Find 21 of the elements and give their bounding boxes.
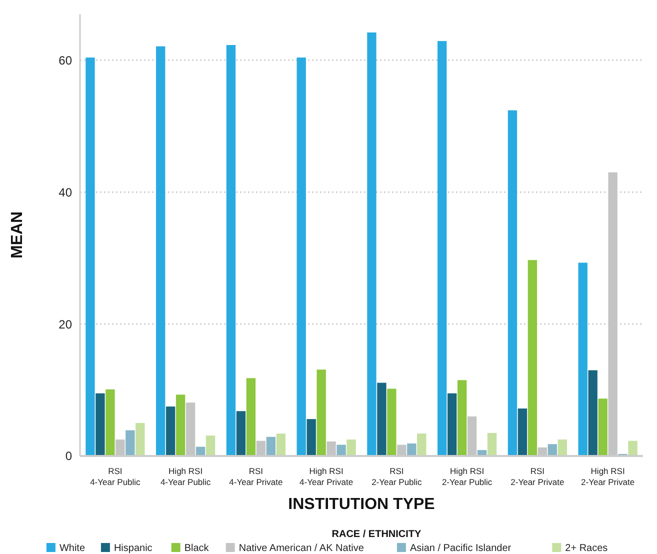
legend-label: Native American / AK Native [238,543,364,554]
legend-label: Black [184,543,210,554]
x-axis-title: INSTITUTION TYPE [288,496,436,513]
y-tick-label: 40 [58,185,72,200]
x-tick-label: High RSI 4-Year Public [160,466,212,487]
legend-label: Hispanic [114,543,152,554]
x-tick-label: RSI 2-Year Public [372,466,423,487]
x-tick-label: RSI 2-Year Private [510,466,564,487]
y-axis-title: MEAN [9,211,26,259]
legend-title: RACE / ETHNICITY [332,529,422,540]
legend-label: 2+ Races [565,543,608,554]
legend-label: White [59,543,86,554]
x-tick-label: RSI 4-Year Public [90,466,142,487]
x-tick-label: High RSI 4-Year Private [300,466,354,487]
y-tick-label: 60 [58,53,72,68]
legend-label: Asian / Pacific Islander [410,543,512,554]
x-tick-label: High RSI 2-Year Private [581,466,635,487]
y-tick-label: 0 [65,449,72,464]
x-tick-label: RSI 4-Year Private [229,466,283,487]
x-tick-label: High RSI 2-Year Public [442,466,493,487]
y-tick-label: 20 [58,317,72,332]
